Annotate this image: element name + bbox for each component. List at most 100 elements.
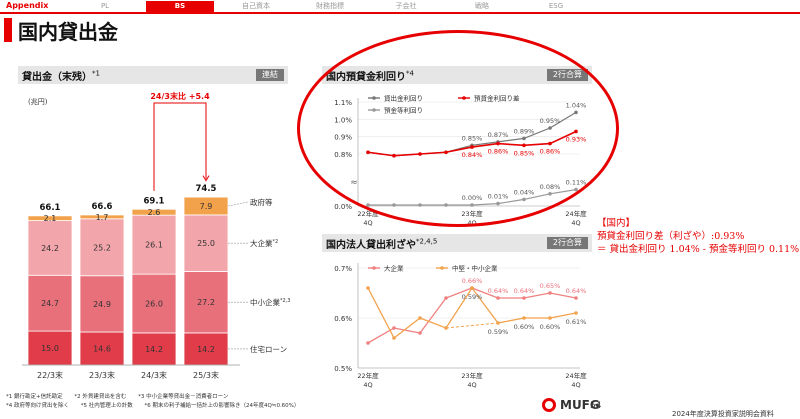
data-point <box>522 316 526 320</box>
data-label: 0.08% <box>540 183 561 191</box>
bar-segment <box>79 331 125 366</box>
data-label: 0.93% <box>566 135 587 143</box>
bar-value-label: 26.0 <box>145 300 163 309</box>
data-label: 0.59% <box>462 293 483 301</box>
data-point <box>574 129 578 134</box>
legend-label: 政府等 <box>250 197 273 207</box>
note-line-3: ＝ 貸出金利回り 1.04% - 預金等利回り 0.11% <box>597 244 800 255</box>
y-tick-label: 0.7% <box>334 265 352 273</box>
data-point <box>522 197 526 202</box>
data-point <box>392 203 396 207</box>
mufg-logo-text: MUFG <box>560 398 600 412</box>
mufg-logo-icon <box>542 398 556 412</box>
tab-esg[interactable]: ESG <box>548 2 564 10</box>
spread-header: 国内法人貸出利ざや*2,4,5 2行合算 <box>322 234 592 252</box>
data-point <box>522 143 526 148</box>
bar-total-label: 74.5 <box>196 184 217 194</box>
bar-value-label: 24.2 <box>41 244 59 253</box>
bar-value-label: 27.2 <box>197 298 215 307</box>
data-label: 1.04% <box>566 101 587 109</box>
data-point <box>548 126 552 130</box>
bar-segment <box>27 215 73 221</box>
y-tick-label: 0.5% <box>334 365 352 373</box>
spread-title: 国内法人貸出利ざや*2,4,5 <box>326 237 438 251</box>
data-point <box>418 152 422 156</box>
data-label: 0.60% <box>514 323 535 331</box>
x-tick-label: 4Q <box>467 381 476 389</box>
unit-label: (兆円) <box>28 97 48 106</box>
legend-label: 大企業*2 <box>250 238 278 248</box>
y-tick-label: 0.9% <box>334 134 352 142</box>
bar-total-label: 69.1 <box>144 196 165 206</box>
data-label: 0.60% <box>540 323 561 331</box>
data-point <box>366 150 370 155</box>
x-tick-label: 23年度 <box>461 209 483 218</box>
data-label: 0.00% <box>462 194 483 202</box>
tab-pl[interactable]: PL <box>100 2 110 10</box>
x-tick-label: 25/3末 <box>193 370 219 380</box>
data-point <box>574 296 578 300</box>
bar-segment <box>131 214 177 275</box>
tab-strategy[interactable]: 戦略 <box>475 2 489 10</box>
consolidated-badge: 連結 <box>256 69 284 81</box>
data-point <box>574 311 578 315</box>
data-point <box>418 331 422 335</box>
loans-bar-chart: (兆円) 15.0 24.7 24.2 2.166.1 22/3末 14.6 24.9 25.… <box>22 91 290 380</box>
data-label: 0.61% <box>566 318 587 326</box>
delta-label: 24/3末比 +5.4 <box>150 91 210 101</box>
data-point <box>548 192 552 196</box>
data-point <box>392 326 396 330</box>
data-label: 0.64% <box>488 287 509 295</box>
x-tick-label: 24年度 <box>565 371 587 380</box>
bar-segment <box>27 330 73 366</box>
legend-marker <box>372 266 376 270</box>
data-label: 0.04% <box>514 188 535 196</box>
y-tick-label: 1.1% <box>334 99 352 107</box>
tab-financial[interactable]: 財務指標 <box>316 2 344 10</box>
data-point <box>392 336 396 340</box>
data-point <box>366 286 370 290</box>
x-tick-label: 22/3末 <box>37 370 63 380</box>
legend-marker <box>372 108 376 112</box>
tab-subsidiary[interactable]: 子会社 <box>395 2 417 10</box>
tab-capital[interactable]: 自己資本 <box>242 2 270 10</box>
note-line-1: 【国内】 <box>597 218 636 229</box>
data-label: 0.86% <box>488 148 509 156</box>
margin-note: 【国内】 預貸金利回り差（利ざや）:0.93% ＝ 貸出金利回り 1.04% -… <box>597 217 799 256</box>
x-tick-label: 24/3末 <box>141 370 167 380</box>
footnote-1: *1 銀行勘定+信託勘定 <box>6 394 63 400</box>
bar-value-label: 25.0 <box>197 239 215 248</box>
page-number: 54 <box>590 401 602 411</box>
page-title: 国内貸出金 <box>18 20 118 44</box>
data-label: 0.64% <box>514 287 535 295</box>
footnotes: *1 銀行勘定+信託勘定 *2 外貨建貸出を含む *3 中小企業等貸出金－消費者… <box>6 393 309 411</box>
bar-value-label: 14.2 <box>197 345 215 354</box>
data-point <box>392 153 396 158</box>
rates-header: 国内預貸金利回り*4 2行合算 <box>322 66 592 84</box>
data-label: 0.59% <box>488 328 509 336</box>
data-label: 0.64% <box>566 287 587 295</box>
x-tick-label: 4Q <box>363 219 372 227</box>
tab-bs[interactable]: BS <box>146 1 214 12</box>
footnote-2: *2 外貨建貸出を含む <box>74 394 127 400</box>
data-point <box>522 136 526 141</box>
data-point <box>496 141 500 146</box>
bar-value-label: 2.1 <box>44 214 57 223</box>
data-label: 0.95% <box>540 117 561 125</box>
data-point <box>366 341 370 345</box>
y-tick-label: 0.8% <box>334 151 352 159</box>
legend-label: 住宅ローン <box>250 344 287 354</box>
bar-total-label: 66.1 <box>40 203 61 213</box>
bar-value-label: 26.1 <box>145 241 163 250</box>
bar-segment <box>79 218 125 277</box>
bar-segment <box>131 273 177 334</box>
legend-label: 預貸金利回り差 <box>474 94 520 103</box>
rates-title: 国内預貸金利回り*4 <box>326 69 414 83</box>
data-label: 0.85% <box>514 149 535 157</box>
footnote-5: *5 社内管理上の計数 <box>80 403 133 409</box>
bar-segment <box>79 214 125 220</box>
data-label: 0.66% <box>462 277 483 285</box>
x-tick-label: 4Q <box>571 381 580 389</box>
loans-title: 貸出金（末残）*1 <box>22 69 100 83</box>
data-label: 0.84% <box>462 151 483 159</box>
